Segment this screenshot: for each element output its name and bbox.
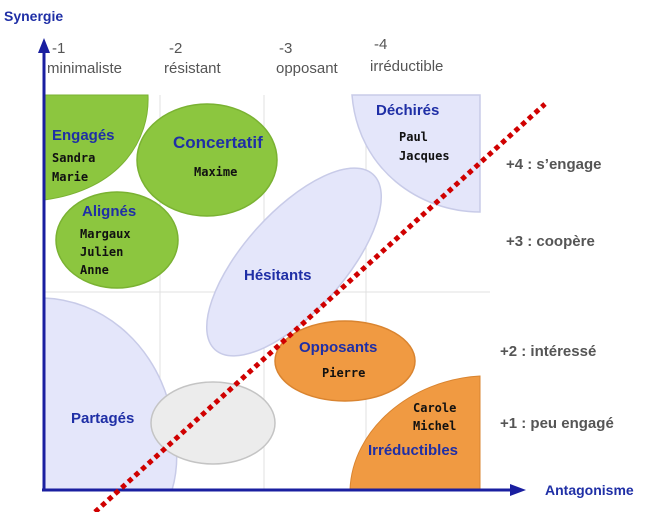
column-2-name: résistant bbox=[164, 60, 221, 77]
engages-member: Marie bbox=[52, 170, 89, 184]
engages-member: Sandra bbox=[52, 151, 96, 165]
alignes-title: Alignés bbox=[82, 203, 137, 220]
column-3-number: -3 bbox=[279, 40, 293, 57]
row-1-label: +1 : peu engagé bbox=[500, 415, 614, 432]
column-1-number: -1 bbox=[52, 40, 66, 57]
column-4-number: -4 bbox=[374, 36, 388, 53]
axes bbox=[38, 38, 526, 496]
engages-zone bbox=[43, 94, 149, 201]
alignes-member: Margaux bbox=[80, 227, 131, 241]
irreductibles-zone bbox=[349, 375, 481, 491]
opposants-title: Opposants bbox=[299, 339, 378, 356]
column-4-name: irréductible bbox=[370, 58, 444, 75]
hesitants-ellipse bbox=[205, 167, 383, 357]
concertatif-title: Concertatif bbox=[173, 133, 263, 152]
partages-title: Partagés bbox=[71, 410, 135, 427]
dechires-title: Déchirés bbox=[376, 102, 440, 119]
irreductibles-member: Carole bbox=[413, 401, 457, 415]
engages-title: Engagés bbox=[52, 127, 115, 144]
dechires-member: Jacques bbox=[399, 149, 450, 163]
opposants-ellipse bbox=[274, 320, 416, 402]
alignes-member: Julien bbox=[80, 245, 124, 259]
divider-line bbox=[93, 102, 547, 512]
x-axis-arrow bbox=[510, 484, 526, 496]
column-2-number: -2 bbox=[169, 40, 183, 57]
dechires-member: Paul bbox=[399, 130, 428, 144]
alignes-member: Anne bbox=[80, 263, 109, 277]
row-4-label: +4 : s’engage bbox=[506, 156, 602, 173]
column-1-name: minimaliste bbox=[47, 60, 123, 77]
irreductibles-member: Michel bbox=[413, 419, 457, 433]
opposants-member: Pierre bbox=[322, 366, 366, 380]
partages-zone bbox=[43, 297, 178, 491]
irreductibles-title: Irréductibles bbox=[368, 442, 459, 459]
hesitants-title: Hésitants bbox=[244, 267, 312, 284]
partages-ellipse bbox=[150, 381, 276, 465]
alignes-ellipse bbox=[55, 191, 179, 289]
row-3-label: +3 : coopère bbox=[506, 233, 595, 250]
concertatif-member: Maxime bbox=[194, 165, 238, 179]
dechires-zone bbox=[351, 94, 481, 213]
x-axis-title: Antagonisme bbox=[545, 482, 634, 498]
row-2-label: +2 : intéressé bbox=[500, 343, 597, 360]
y-axis-title: Synergie bbox=[4, 8, 64, 24]
concertatif-ellipse bbox=[136, 103, 278, 217]
column-3-name: opposant bbox=[276, 60, 338, 77]
y-axis-arrow bbox=[38, 38, 50, 53]
